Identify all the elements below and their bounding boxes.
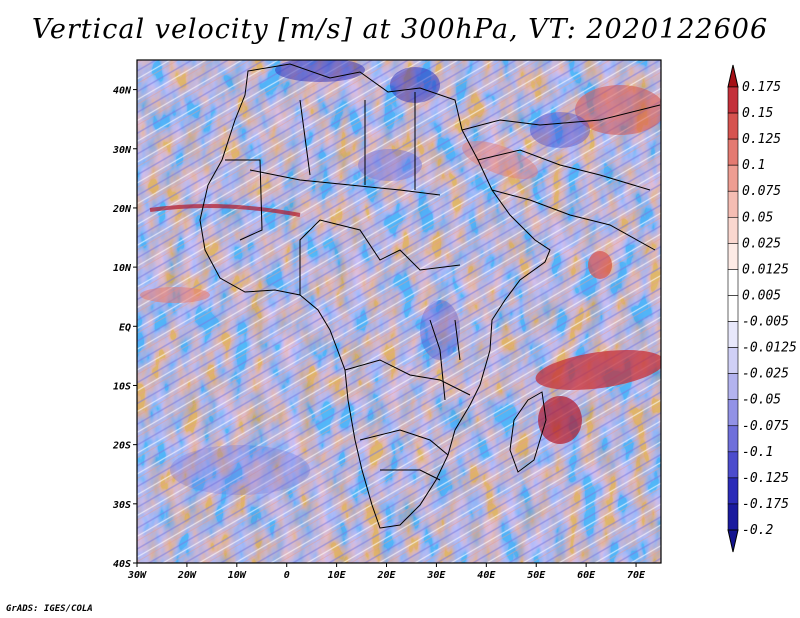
y-tick-label: 30N <box>112 145 132 156</box>
colorbar-segment <box>727 295 739 322</box>
velocity-field <box>137 60 661 563</box>
colorbar-segment <box>727 243 739 270</box>
coastlines <box>199 63 661 529</box>
y-tick-label: 40S <box>113 559 131 570</box>
x-tick-label: 40E <box>477 570 496 581</box>
x-tick-label: 20E <box>376 570 396 581</box>
grads-credit: GrADS: IGES/COLA <box>6 604 93 614</box>
colorbar-segment <box>727 451 739 479</box>
colorbar-level-label: -0.025 <box>742 367 789 382</box>
colorbar-segment <box>727 269 739 296</box>
colorbar-level-label: 0.125 <box>742 132 781 147</box>
colorbar-level-label: 0.0125 <box>742 262 789 277</box>
colorbar-segment <box>727 190 739 218</box>
colorbar-level-label: -0.005 <box>742 315 789 330</box>
y-tick-label: 10S <box>113 381 131 392</box>
colorbar-segment <box>727 347 739 374</box>
colorbar-segment <box>727 86 739 114</box>
colorbar-segment <box>727 164 739 192</box>
colorbar-level-label: -0.1 <box>742 445 773 460</box>
chart-title: Vertical velocity [m/s] at 300hPa, VT: 2… <box>31 14 769 45</box>
colorbar-level-label: -0.0125 <box>742 341 797 356</box>
colorbar-level-label: -0.125 <box>742 471 789 486</box>
y-tick-label: 30S <box>112 500 131 511</box>
y-tick-label: EQ <box>119 322 131 333</box>
map-frame <box>136 59 662 564</box>
y-tick-label: 20N <box>112 204 132 215</box>
colorbar-level-label: 0.15 <box>742 106 773 121</box>
x-tick-label: 30W <box>127 570 147 581</box>
x-axis: 30W 20W 10W 0 10E 20E 30E 40E 50E 60E 70E <box>127 563 646 581</box>
colorbar-level-label: -0.2 <box>742 523 773 538</box>
x-tick-label: 10E <box>328 570 347 581</box>
x-tick-label: 60E <box>577 570 596 581</box>
colorbar-bottom-arrow <box>727 529 739 553</box>
x-tick-label: 10W <box>228 570 247 581</box>
colorbar-segment <box>727 477 739 505</box>
colorbar-segment <box>727 138 739 166</box>
y-tick-label: 10N <box>113 263 132 274</box>
x-tick-label: 70E <box>627 570 646 581</box>
colorbar-level-label: 0.05 <box>742 210 773 225</box>
colorbar-segment <box>727 503 739 531</box>
colorbar-level-label: -0.075 <box>742 419 789 434</box>
x-tick-label: 0 <box>284 570 290 581</box>
x-tick-label: 20W <box>177 570 197 581</box>
colorbar-segment <box>727 112 739 140</box>
colorbar-segment <box>727 321 739 348</box>
colorbar-level-label: 0.175 <box>742 80 781 95</box>
colorbar-segment <box>727 373 739 401</box>
colorbar-level-label: 0.005 <box>742 288 781 303</box>
colorbar: 0.175 0.15 0.125 0.1 0.075 0.05 0.025 0.0125 0.0… <box>727 64 797 553</box>
colorbar-top-arrow <box>727 64 739 88</box>
x-tick-label: 50E <box>527 570 546 581</box>
colorbar-level-label: 0.075 <box>742 184 781 199</box>
y-axis: 40N 30N 20N 10N EQ 10S 20S 30S 40S <box>112 86 137 570</box>
colorbar-segment <box>727 425 739 453</box>
colorbar-segment <box>727 216 739 244</box>
colorbar-level-label: -0.05 <box>742 393 781 408</box>
x-tick-label: 30E <box>426 570 446 581</box>
y-tick-label: 40N <box>113 86 132 97</box>
colorbar-level-label: -0.175 <box>742 497 789 512</box>
colorbar-segment <box>727 399 739 427</box>
colorbar-level-label: 0.025 <box>742 236 781 251</box>
colorbar-level-label: 0.1 <box>742 158 765 173</box>
y-tick-label: 20S <box>112 441 131 452</box>
